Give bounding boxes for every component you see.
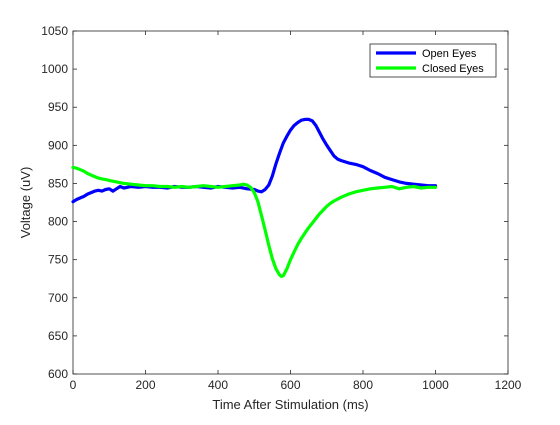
series-line-open-eyes: [71, 117, 438, 204]
legend: Open Eyes Closed Eyes: [369, 43, 497, 78]
x-tick-label: 1200: [495, 378, 522, 392]
x-tick-label: 1000: [422, 378, 449, 392]
x-tick-label: 0: [70, 378, 77, 392]
y-tick-label: 800: [48, 215, 68, 229]
y-tick-label: 1050: [41, 24, 68, 38]
y-tick-label: 1000: [41, 62, 68, 76]
plot-area-box: [72, 30, 509, 375]
series-line-closed-eyes: [71, 165, 438, 278]
x-tick-label: 200: [135, 378, 155, 392]
legend-box: [369, 43, 497, 78]
axis-labels: Time After Stimulation (ms) Voltage (uV): [18, 167, 369, 412]
y-tick-label: 650: [48, 329, 68, 343]
y-tick-label: 900: [48, 138, 68, 152]
y-tick-label: 950: [48, 100, 68, 114]
y-tick-label: 700: [48, 291, 68, 305]
x-tick-label: 600: [280, 378, 300, 392]
series-layer: [71, 117, 438, 278]
y-tick-label: 750: [48, 253, 68, 267]
legend-label-closed-eyes: Closed Eyes: [422, 63, 484, 75]
x-tick-label: 800: [353, 378, 373, 392]
legend-label-open-eyes: Open Eyes: [422, 48, 477, 60]
y-tick-label: 850: [48, 176, 68, 190]
y-tick-label: 600: [48, 367, 68, 381]
plot-frame: [72, 30, 509, 375]
axis-ticks: 0 200 400 600 800 1000 1200 600 650 700 750 800 850 9…: [41, 24, 521, 392]
x-tick-label: 400: [208, 378, 228, 392]
x-axis-label: Time After Stimulation (ms): [212, 397, 368, 412]
y-axis-label: Voltage (uV): [18, 167, 33, 239]
